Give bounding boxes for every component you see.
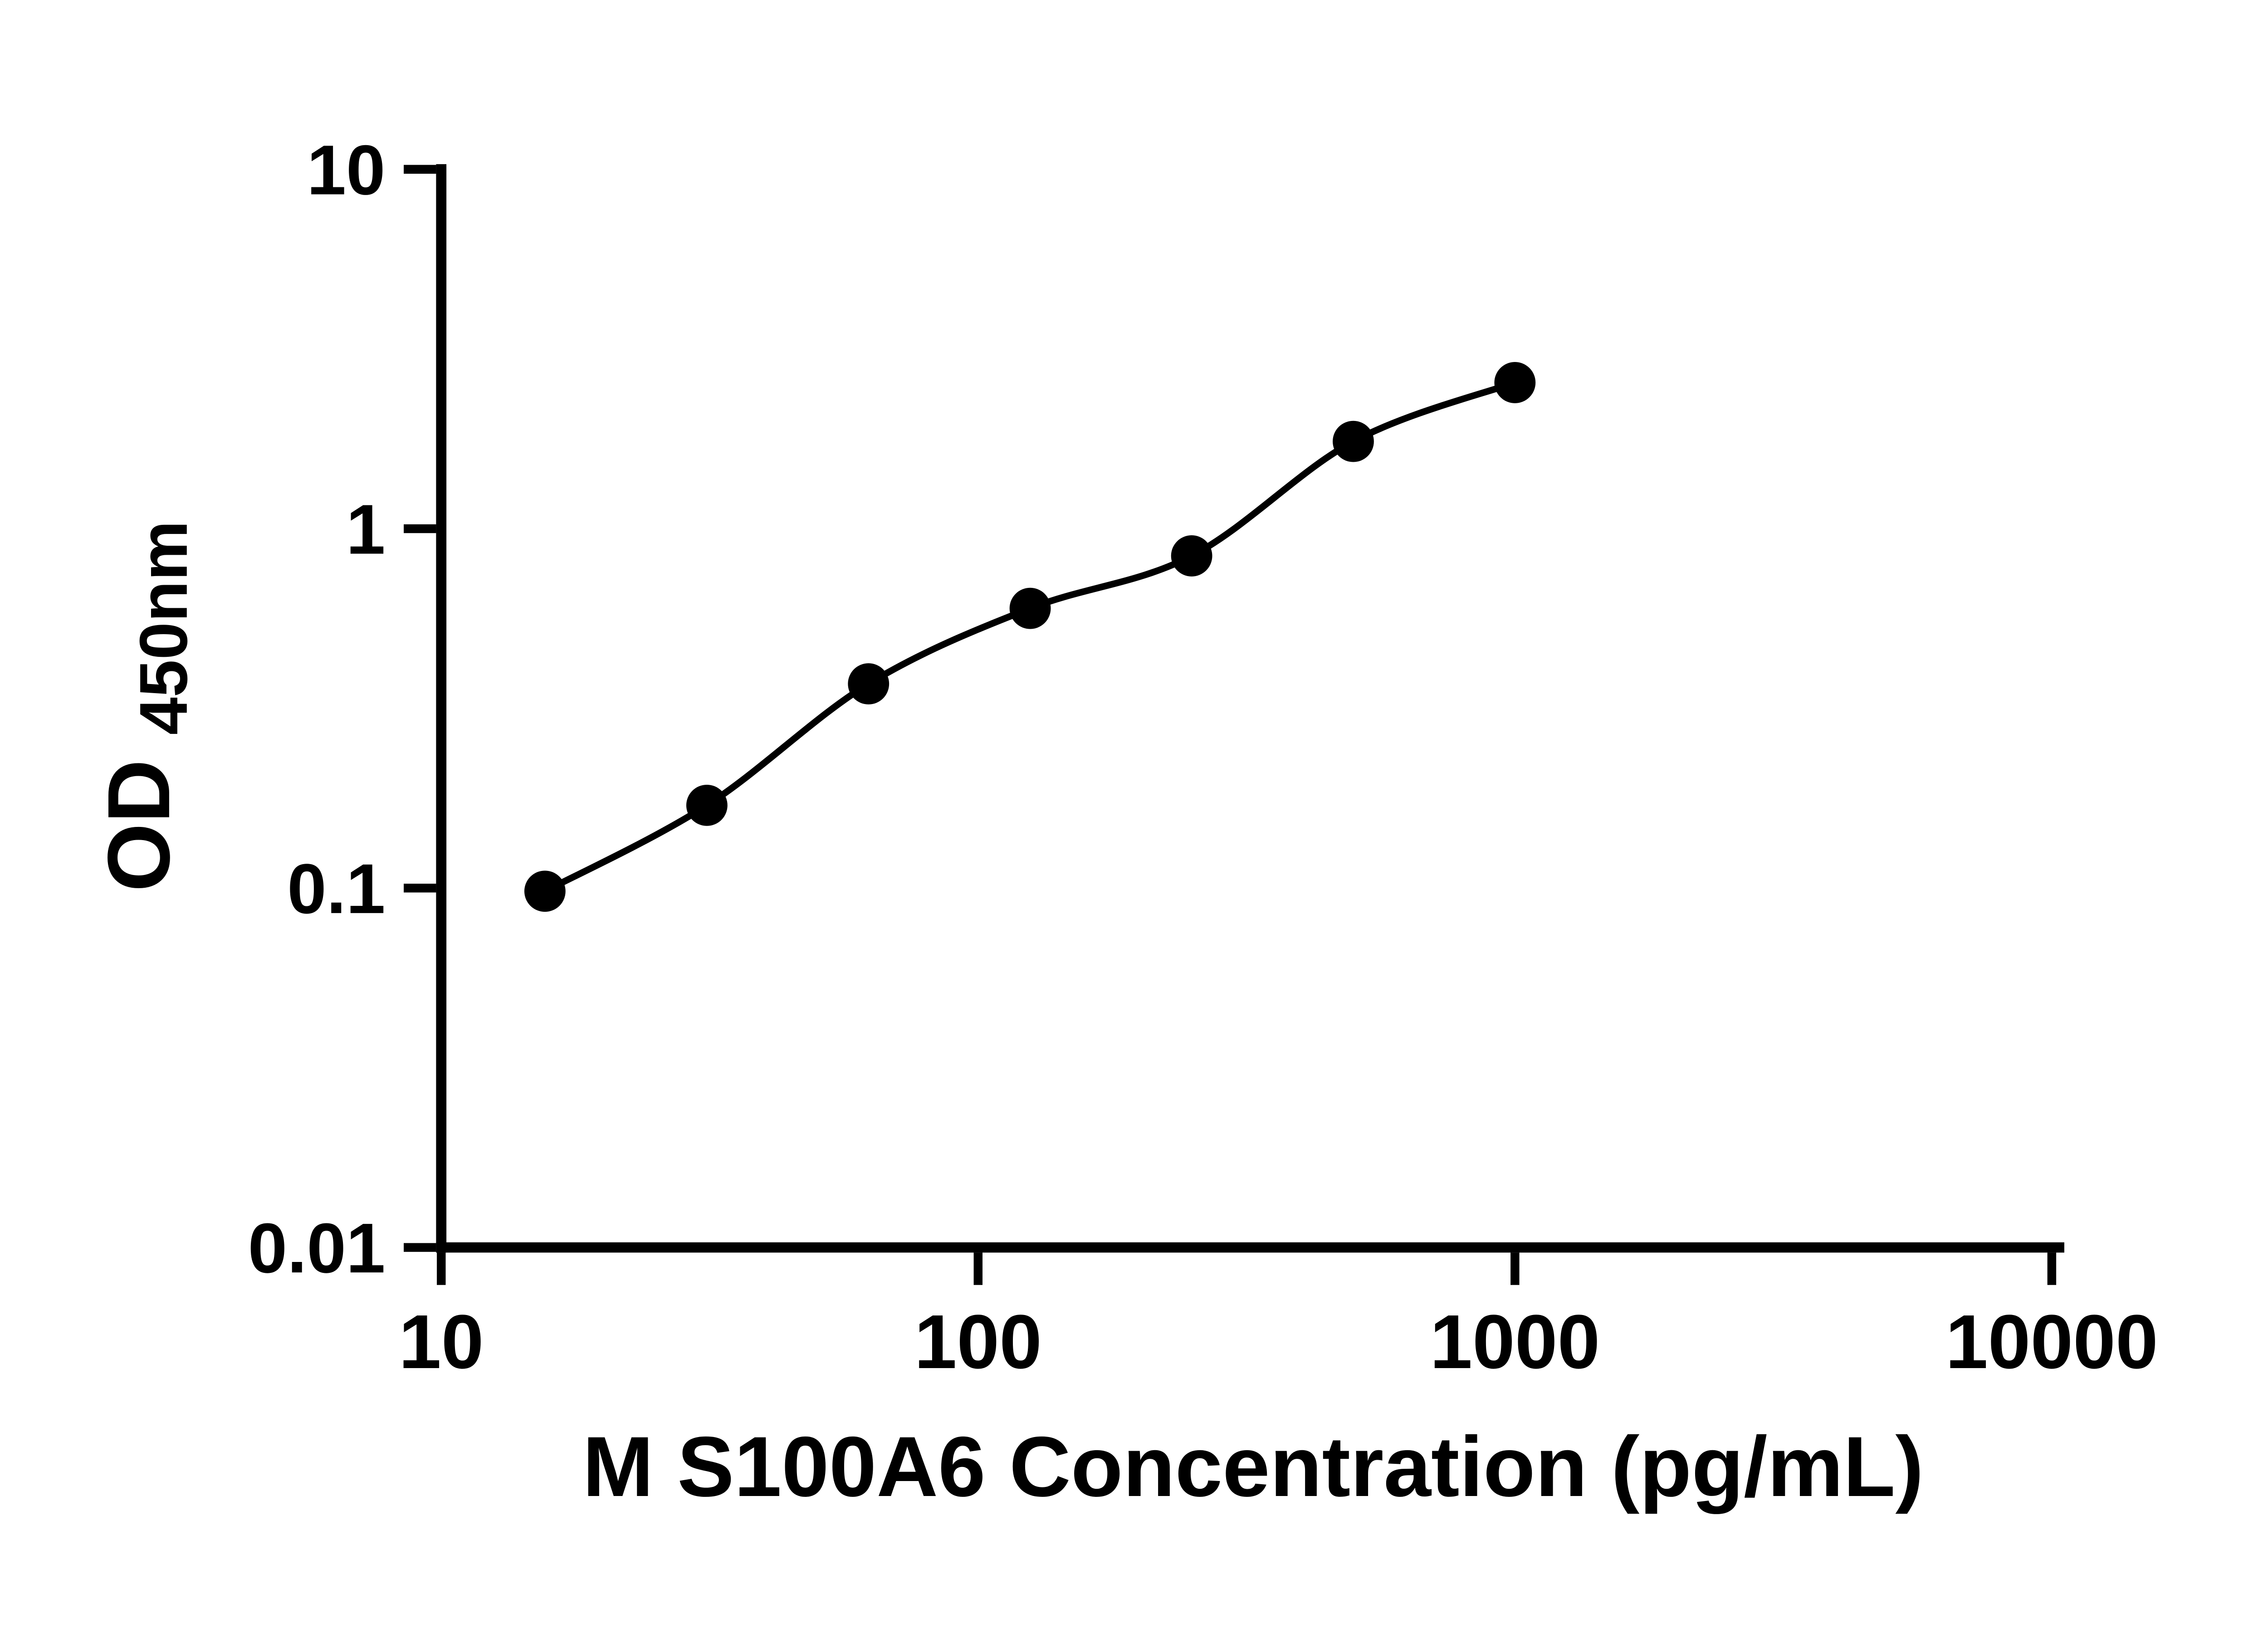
data-point	[1171, 535, 1212, 577]
y-axis-title-subscript: 450nm	[126, 521, 201, 735]
x-axis-title: M S100A6 Concentration (pg/mL)	[582, 1419, 1924, 1514]
data-point	[686, 784, 728, 826]
y-axis-title-main: OD	[90, 759, 188, 892]
data-point	[1494, 362, 1536, 403]
y-tick-label: 0.01	[248, 1208, 386, 1287]
data-point	[1009, 587, 1051, 629]
y-tick-label: 1	[346, 490, 386, 569]
chart-body: 10 100 1000 10000 0.01 0.1 1 10	[248, 130, 2158, 1384]
x-tick-label: 10000	[1945, 1299, 2158, 1384]
y-tick-label: 0.1	[287, 849, 385, 928]
x-tick-label: 1000	[1430, 1299, 1600, 1384]
x-tick-label: 10	[399, 1299, 484, 1384]
data-point	[1333, 420, 1374, 462]
data-point	[848, 663, 890, 704]
data-point	[524, 870, 566, 912]
y-tick-label: 10	[307, 130, 385, 209]
x-tick-label: 100	[914, 1299, 1042, 1384]
y-axis-title: OD 450nm	[90, 521, 201, 892]
